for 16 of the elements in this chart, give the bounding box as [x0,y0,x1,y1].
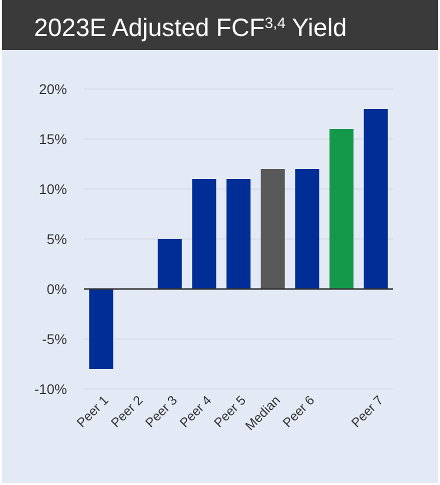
bar [226,179,251,289]
bar [329,129,354,289]
y-tick-label: 15% [38,130,67,147]
chart-title: 2023E Adjusted FCF$^{3,4}$ Yield [34,14,347,42]
y-tick-label: 10% [38,180,67,197]
bar [192,179,216,289]
y-tick-label: -5% [42,330,67,347]
bar [158,239,182,289]
y-tick-label: 20% [38,80,67,97]
bar [89,289,114,369]
bar [295,169,320,289]
y-tick-label: 0% [46,280,67,297]
bar [364,109,388,289]
bar [260,169,285,289]
y-tick-label: -10% [34,380,67,397]
y-tick-label: 5% [46,230,67,247]
